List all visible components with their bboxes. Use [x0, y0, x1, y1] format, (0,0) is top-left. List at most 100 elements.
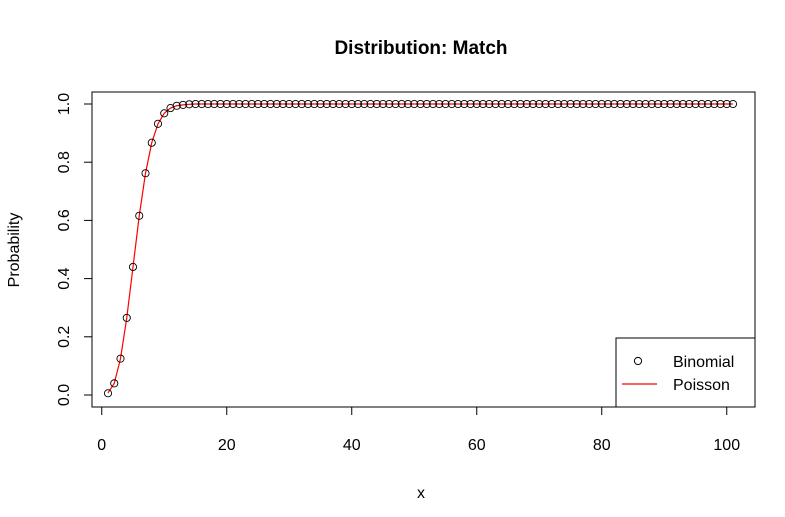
x-tick-label: 20 [218, 437, 236, 454]
series-layer [103, 99, 738, 398]
data-point-binomial [285, 99, 294, 109]
data-point-binomial [378, 99, 388, 109]
y-tick-label: 0.8 [56, 151, 73, 173]
data-point-binomial [210, 99, 219, 109]
x-tick-label: 60 [468, 437, 486, 454]
data-point-binomial [460, 99, 469, 109]
data-point-binomial [216, 99, 225, 109]
data-point-binomial [578, 99, 588, 109]
data-point-binomial [528, 99, 538, 109]
series-line-poisson [107, 103, 733, 394]
data-point-binomial [597, 99, 606, 109]
y-tick-label: 0.4 [56, 267, 73, 289]
y-tick-label: 0.2 [56, 326, 73, 348]
data-point-binomial [472, 99, 481, 109]
data-point-binomial [516, 99, 525, 109]
data-point-binomial [291, 99, 300, 109]
data-point-binomial [122, 313, 131, 322]
y-tick-label: 0.0 [56, 384, 73, 406]
data-point-binomial [485, 99, 494, 109]
data-point-binomial [372, 99, 381, 109]
x-axis-label: x [417, 485, 425, 502]
data-point-binomial [728, 99, 738, 109]
data-point-binomial [185, 100, 194, 109]
data-point-binomial [172, 101, 181, 110]
data-point-binomial [228, 99, 238, 109]
data-point-binomial [628, 99, 638, 109]
data-point-binomial [510, 99, 519, 109]
y-axis: 0.0 0.2 0.4 0.6 0.8 1.0 [56, 93, 93, 406]
data-point-binomial [135, 211, 144, 220]
data-point-binomial [191, 99, 200, 109]
legend-binomial-label: Binomial [673, 354, 734, 371]
data-point-binomial [422, 99, 431, 109]
data-point-binomial [541, 99, 550, 109]
data-point-binomial [622, 99, 631, 109]
data-point-binomial [403, 99, 413, 109]
data-point-binomial [478, 99, 488, 109]
x-tick-label: 100 [713, 437, 740, 454]
data-point-binomial [647, 99, 656, 109]
data-point-binomial [147, 138, 156, 147]
data-point-binomial [341, 99, 350, 109]
data-point-binomial [141, 169, 150, 178]
data-point-binomial [410, 99, 419, 109]
data-point-binomial [547, 99, 556, 109]
data-point-binomial [235, 99, 244, 109]
data-point-binomial [660, 99, 669, 109]
data-point-binomial [353, 99, 363, 109]
data-point-binomial [453, 99, 463, 109]
data-point-binomial [178, 100, 188, 109]
data-point-binomial [260, 99, 269, 109]
data-point-binomial [222, 99, 231, 109]
data-point-binomial [553, 99, 563, 109]
data-point-binomial [128, 262, 138, 272]
data-point-binomial [610, 99, 619, 109]
data-point-binomial [278, 99, 288, 109]
data-point-binomial [435, 99, 444, 109]
data-point-binomial [366, 99, 375, 109]
data-point-binomial [641, 99, 650, 109]
legend-poisson-label: Poisson [673, 377, 730, 394]
data-point-binomial [103, 389, 113, 398]
data-point-binomial [441, 99, 450, 109]
data-point-binomial [672, 99, 681, 109]
data-point-binomial [491, 99, 500, 109]
data-point-binomial [385, 99, 394, 109]
data-point-binomial [391, 99, 400, 109]
data-point-binomial [153, 119, 163, 128]
data-point-binomial [303, 99, 313, 109]
data-point-binomial [503, 99, 513, 109]
data-point-binomial [616, 99, 625, 109]
data-point-binomial [247, 99, 256, 109]
data-point-binomial [335, 99, 344, 109]
data-point-binomial [653, 99, 663, 109]
data-point-binomial [697, 99, 706, 109]
data-point-binomial [603, 99, 613, 109]
data-point-binomial [585, 99, 594, 109]
data-point-binomial [691, 99, 700, 109]
data-point-binomial [397, 99, 406, 109]
data-point-binomial [310, 99, 319, 109]
data-point-binomial [722, 99, 731, 109]
data-point-binomial [716, 99, 725, 109]
data-point-binomial [466, 99, 475, 109]
data-point-binomial [110, 379, 119, 388]
legend-binomial-marker [633, 356, 643, 366]
y-tick-label: 0.6 [56, 209, 73, 231]
data-point-binomial [116, 354, 125, 363]
legend-box [615, 337, 756, 408]
y-tick-label: 1.0 [56, 93, 73, 115]
data-point-binomial [428, 99, 438, 109]
x-axis: 0 20 40 60 80 100 [97, 406, 740, 454]
data-point-binomial [566, 99, 575, 109]
data-point-binomial [535, 99, 544, 109]
legend: Binomial Poisson [615, 337, 756, 408]
data-point-binomial [197, 99, 206, 109]
data-point-binomial [266, 99, 275, 109]
data-point-binomial [347, 99, 356, 109]
data-point-binomial [685, 99, 694, 109]
data-point-binomial [678, 99, 688, 109]
data-point-binomial [591, 99, 600, 109]
